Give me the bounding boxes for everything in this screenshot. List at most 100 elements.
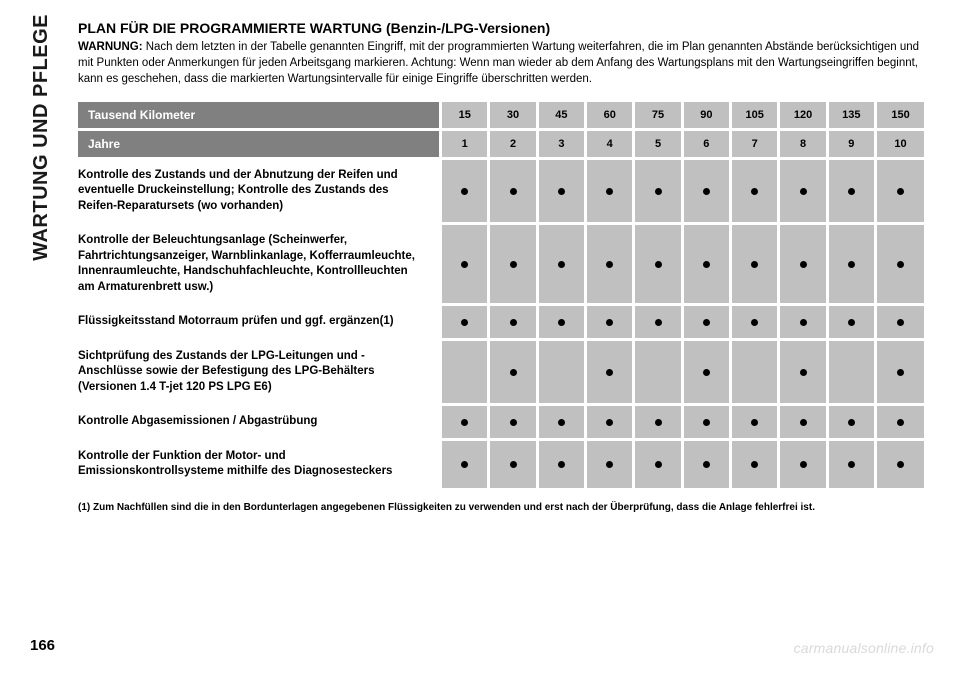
row-cell xyxy=(876,405,924,440)
header-value: 3 xyxy=(537,129,585,158)
dot-icon xyxy=(655,319,662,326)
dot-icon xyxy=(751,461,758,468)
row-cell xyxy=(489,405,537,440)
header-value: 4 xyxy=(586,129,634,158)
dot-icon xyxy=(703,261,710,268)
warning-paragraph: WARNUNG: Nach dem letzten in der Tabelle… xyxy=(78,40,924,88)
row-cell xyxy=(827,339,875,405)
row-cell xyxy=(876,224,924,305)
row-cell xyxy=(682,224,730,305)
row-cell xyxy=(779,439,827,489)
dot-icon xyxy=(558,419,565,426)
row-cell xyxy=(489,439,537,489)
dot-icon xyxy=(897,461,904,468)
row-label: Kontrolle Abgasemissionen / Abgastrübung xyxy=(78,405,441,440)
header-value: 10 xyxy=(876,129,924,158)
row-cell xyxy=(537,158,585,224)
row-label: Sichtprüfung des Zustands der LPG-Leitun… xyxy=(78,339,441,405)
row-cell xyxy=(682,405,730,440)
dot-icon xyxy=(848,319,855,326)
row-cell xyxy=(682,305,730,340)
dot-icon xyxy=(606,419,613,426)
row-cell xyxy=(731,405,779,440)
header-value: 150 xyxy=(876,102,924,130)
dot-icon xyxy=(606,461,613,468)
header-value: 1 xyxy=(441,129,489,158)
warning-lead: WARNUNG: xyxy=(78,41,143,53)
row-cell xyxy=(489,339,537,405)
row-cell xyxy=(827,439,875,489)
dot-icon xyxy=(606,188,613,195)
header-value: 90 xyxy=(682,102,730,130)
row-cell xyxy=(586,224,634,305)
row-cell xyxy=(634,439,682,489)
row-cell xyxy=(827,405,875,440)
header-years: Jahre xyxy=(78,129,441,158)
dot-icon xyxy=(606,369,613,376)
dot-icon xyxy=(800,188,807,195)
header-km: Tausend Kilometer xyxy=(78,102,441,130)
dot-icon xyxy=(848,261,855,268)
dot-icon xyxy=(848,188,855,195)
footnote: (1) Zum Nachfüllen sind die in den Bordu… xyxy=(78,501,924,514)
dot-icon xyxy=(800,461,807,468)
row-cell xyxy=(586,158,634,224)
row-cell xyxy=(489,305,537,340)
row-cell xyxy=(827,224,875,305)
dot-icon xyxy=(703,461,710,468)
dot-icon xyxy=(461,261,468,268)
row-cell xyxy=(489,158,537,224)
dot-icon xyxy=(800,319,807,326)
dot-icon xyxy=(510,419,517,426)
header-value: 120 xyxy=(779,102,827,130)
header-value: 7 xyxy=(731,129,779,158)
page-content: PLAN FÜR DIE PROGRAMMIERTE WARTUNG (Benz… xyxy=(78,20,924,514)
row-cell xyxy=(441,339,489,405)
header-value: 5 xyxy=(634,129,682,158)
page-number: 166 xyxy=(30,637,55,654)
dot-icon xyxy=(510,188,517,195)
row-cell xyxy=(537,224,585,305)
headline: PLAN FÜR DIE PROGRAMMIERTE WARTUNG (Benz… xyxy=(78,20,924,36)
dot-icon xyxy=(606,319,613,326)
maintenance-table: Tausend Kilometer15304560759010512013515… xyxy=(78,102,924,491)
dot-icon xyxy=(558,261,565,268)
row-cell xyxy=(537,339,585,405)
dot-icon xyxy=(897,319,904,326)
row-cell xyxy=(876,305,924,340)
header-value: 60 xyxy=(586,102,634,130)
header-value: 8 xyxy=(779,129,827,158)
row-cell xyxy=(441,158,489,224)
dot-icon xyxy=(655,261,662,268)
headline-main: PLAN FÜR DIE PROGRAMMIERTE WARTUNG xyxy=(78,20,382,36)
header-value: 75 xyxy=(634,102,682,130)
dot-icon xyxy=(558,319,565,326)
row-cell xyxy=(876,158,924,224)
dot-icon xyxy=(800,369,807,376)
dot-icon xyxy=(510,319,517,326)
dot-icon xyxy=(510,261,517,268)
row-cell xyxy=(489,224,537,305)
dot-icon xyxy=(461,319,468,326)
dot-icon xyxy=(897,261,904,268)
row-cell xyxy=(586,305,634,340)
dot-icon xyxy=(461,461,468,468)
row-cell xyxy=(731,339,779,405)
row-cell xyxy=(634,158,682,224)
dot-icon xyxy=(558,461,565,468)
dot-icon xyxy=(703,188,710,195)
row-cell xyxy=(537,405,585,440)
row-cell xyxy=(731,305,779,340)
dot-icon xyxy=(751,188,758,195)
row-cell xyxy=(634,339,682,405)
row-label: Kontrolle des Zustands und der Abnutzung… xyxy=(78,158,441,224)
row-cell xyxy=(731,158,779,224)
header-value: 30 xyxy=(489,102,537,130)
watermark: carmanualsonline.info xyxy=(794,640,934,656)
dot-icon xyxy=(606,261,613,268)
dot-icon xyxy=(751,261,758,268)
section-label: WARTUNG UND PFLEGE xyxy=(30,14,53,261)
dot-icon xyxy=(897,369,904,376)
dot-icon xyxy=(897,419,904,426)
row-cell xyxy=(586,339,634,405)
